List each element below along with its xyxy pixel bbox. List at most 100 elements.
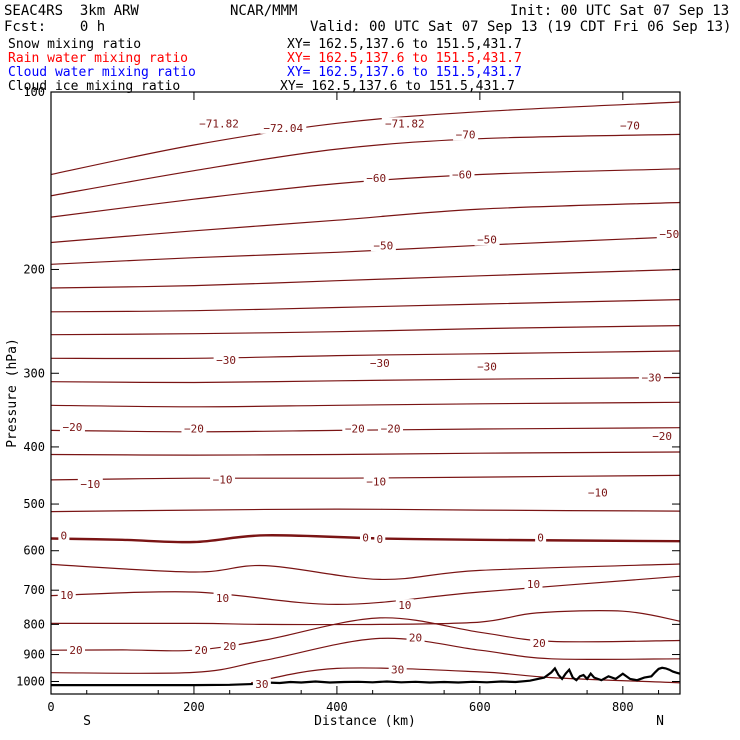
- isotherm-label: −60: [452, 168, 472, 181]
- isotherm-line: [50, 268, 681, 289]
- isotherm-label: −70: [620, 120, 640, 133]
- isotherm-label: 10: [398, 599, 411, 612]
- isotherm-label-bg: [59, 420, 85, 433]
- x-tick-label: 600: [469, 700, 491, 714]
- isotherm-line: [50, 401, 681, 408]
- isotherm-label-bg: [260, 121, 307, 134]
- legend-rain-xy: XY= 162.5,137.6 to 151.5,431.7: [287, 51, 522, 66]
- isotherm-line: [50, 575, 681, 606]
- plot-frame: [50, 91, 681, 695]
- isotherm-label: −60: [366, 172, 386, 185]
- isotherm-label: −72.04: [263, 122, 303, 135]
- isotherm-label-bg: [649, 429, 675, 442]
- isotherm-label-bg: [388, 663, 407, 676]
- isotherm-label-bg: [524, 577, 543, 590]
- isotherm-line: [50, 168, 681, 218]
- isotherm-label: −20: [381, 422, 401, 435]
- isotherm-label-bg: [210, 473, 236, 486]
- isotherm-label-bg: [57, 588, 76, 601]
- isotherm-lines: [50, 101, 681, 684]
- isotherm-label-bg: [220, 639, 239, 652]
- isotherm-label: −70: [456, 128, 476, 141]
- isotherm-label: −20: [184, 422, 204, 435]
- isotherm-label: −50: [477, 234, 497, 247]
- isotherm-label-bg: [67, 644, 86, 657]
- isotherm-label-bg: [360, 531, 371, 544]
- init-time: Init: 00 UTC Sat 07 Sep 13: [510, 3, 730, 19]
- isotherm-label-bg: [363, 475, 389, 488]
- isotherm-labels: −71.82 −72.04 −71.82 −70 −70 −60 −60 −50 −50 −50 −…: [57, 117, 682, 691]
- isotherm-label: 0: [61, 529, 68, 542]
- model-label: SEAC4RS 3km ARW: [4, 3, 139, 19]
- isotherm-label: −10: [80, 478, 100, 491]
- isotherm-label-bg: [453, 128, 479, 141]
- isotherm-label-bg: [474, 360, 500, 373]
- y-tick-label: 1000: [16, 675, 45, 689]
- isotherm-label-bg: [530, 636, 549, 649]
- isotherm-label: −71.82: [385, 117, 425, 130]
- south-label: S: [83, 714, 91, 729]
- isotherm-label-bg: [192, 644, 211, 657]
- isotherm-line: [50, 236, 681, 265]
- isotherm-label-bg: [474, 233, 500, 246]
- isotherm-label-bg: [77, 477, 103, 490]
- isotherm-label: −30: [641, 371, 661, 384]
- isotherm-label: 30: [391, 664, 404, 677]
- isotherm-line: [50, 563, 681, 581]
- isotherm-label: −71.82: [199, 117, 239, 130]
- legend-cloud-ice-label: Cloud ice mixing ratio: [8, 79, 181, 94]
- isotherm-line: [50, 201, 681, 244]
- isotherm-label: −20: [345, 422, 365, 435]
- isotherm-label: 10: [527, 578, 540, 591]
- x-axis-label: Distance (km): [314, 714, 416, 729]
- isotherm-label-bg: [535, 531, 547, 544]
- isotherm-label-bg: [638, 371, 664, 384]
- y-tick-label: 900: [23, 648, 45, 662]
- isotherm-line: [50, 133, 681, 197]
- isotherm-label: −20: [652, 430, 672, 443]
- isotherm-label: 20: [533, 637, 546, 650]
- isotherm-label: −10: [366, 476, 386, 489]
- isotherm-line: [50, 376, 681, 384]
- isotherm-label: 20: [194, 644, 207, 657]
- y-tick-label: 700: [23, 583, 45, 597]
- terrain-layer: [51, 666, 681, 687]
- y-tick-label: 500: [23, 497, 45, 511]
- isotherm-line: [50, 299, 681, 313]
- isotherm-label-bg: [617, 119, 643, 132]
- legend-snow-label: Snow mixing ratio: [8, 37, 142, 52]
- isotherm-label-bg: [181, 422, 207, 435]
- isotherm-line: [50, 637, 681, 674]
- y-tick-label: 300: [23, 366, 45, 380]
- isotherm-line: [50, 350, 681, 360]
- isotherm-label: −50: [373, 239, 393, 252]
- isotherm-label-bg: [656, 227, 682, 240]
- y-tick-label: 200: [23, 262, 45, 276]
- isotherm-label-bg: [585, 486, 611, 499]
- isotherm-label: −50: [659, 228, 679, 241]
- x-tick-label: 0: [47, 700, 54, 714]
- isotherm-label: 0: [537, 532, 544, 545]
- legend-snow-xy: XY= 162.5,137.6 to 151.5,431.7: [287, 37, 522, 52]
- x-tick-label: 200: [183, 700, 205, 714]
- y-tick-label: 100: [23, 85, 45, 99]
- isotherm-line: [50, 474, 681, 481]
- isotherm-label-bg: [370, 239, 396, 252]
- isotherm-label-bg: [252, 678, 271, 691]
- isotherm-label-bg: [213, 354, 239, 367]
- north-label: N: [656, 714, 664, 729]
- isotherm-line: [50, 610, 681, 626]
- isotherm-label: 10: [60, 589, 73, 602]
- isotherm-label-bg: [363, 172, 389, 185]
- isotherm-line: [50, 508, 681, 513]
- isotherm-label: 20: [69, 644, 82, 657]
- isotherm-label-bg: [378, 422, 404, 435]
- isotherm-line: [50, 451, 681, 456]
- isotherm-label-bg: [367, 356, 393, 369]
- isotherm-line: [50, 617, 681, 652]
- forecast-hour: Fcst: 0 h: [4, 19, 106, 35]
- isotherm-label-bg: [449, 168, 475, 181]
- isotherm-label: 10: [216, 592, 229, 605]
- y-tick-label: 800: [23, 617, 45, 631]
